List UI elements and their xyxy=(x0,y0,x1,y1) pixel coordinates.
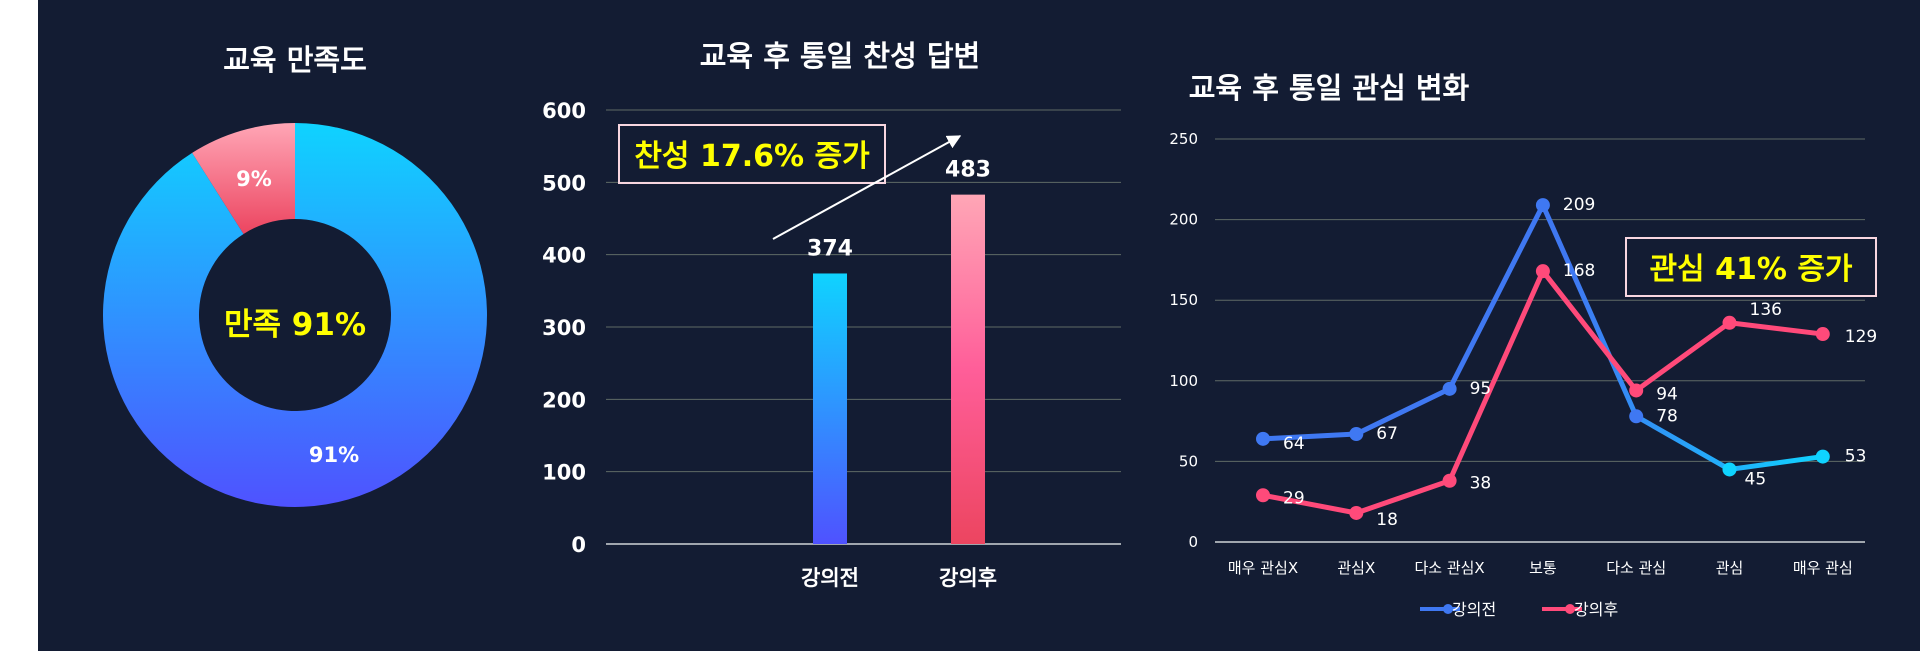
donut-chart: 교육 만족도 만족 91% 91% 9% xyxy=(102,43,487,507)
donut-slice-label-large: 91% xyxy=(309,443,359,467)
line-value-label: 209 xyxy=(1563,195,1595,215)
bar-marks xyxy=(813,194,985,544)
line-point xyxy=(1442,473,1457,488)
line-category-label: 관심X xyxy=(1337,559,1375,577)
line-category-label: 보통 xyxy=(1529,559,1557,577)
bar-annotation-text: 찬성 17.6% 증가 xyxy=(634,139,870,174)
line-category-label: 매우 관심 xyxy=(1793,559,1853,577)
line-category-label: 관심 xyxy=(1716,559,1744,577)
bar-y-tick-label: 100 xyxy=(542,461,586,485)
line-category-label: 다소 관심X xyxy=(1414,559,1484,577)
line-point xyxy=(1722,315,1737,330)
line-value-label: 67 xyxy=(1376,424,1398,444)
bar-y-tick-label: 600 xyxy=(542,99,586,123)
line-category-labels: 매우 관심X 관심X 다소 관심X 보통 다소 관심 관심 매우 관심 xyxy=(1228,559,1853,577)
line-annotation-text: 관심 41% 증가 xyxy=(1649,252,1852,287)
line-point xyxy=(1535,198,1550,213)
line-y-tick-labels: 0 50 100 150 200 250 xyxy=(1169,130,1198,551)
line-point xyxy=(1535,264,1550,279)
line-value-label: 45 xyxy=(1745,469,1767,489)
bar-value-label: 483 xyxy=(945,158,991,183)
line-chart-title: 교육 후 통일 관심 변화 xyxy=(1189,71,1470,105)
line-point xyxy=(1815,327,1830,342)
line-y-tick-label: 250 xyxy=(1169,130,1198,148)
donut-chart-title: 교육 만족도 xyxy=(223,43,367,77)
line-point xyxy=(1442,381,1457,396)
line-point xyxy=(1349,426,1364,441)
donut-slice-label-small: 9% xyxy=(236,167,272,191)
line-value-labels: 64 67 95 209 78 45 53 29 18 38 168 94 136 129 xyxy=(1283,195,1877,530)
line-chart: 교육 후 통일 관심 변화 0 50 100 150 200 250 매우 관심X 관심X 다… xyxy=(1169,71,1877,619)
bar-y-tick-label: 300 xyxy=(542,316,586,340)
line-legend: 강의전 강의후 xyxy=(1420,600,1618,619)
line-series-path xyxy=(1262,268,1824,516)
line-value-label: 95 xyxy=(1470,379,1492,399)
line-value-label: 129 xyxy=(1845,327,1877,347)
line-y-tick-label: 100 xyxy=(1169,372,1198,390)
bar-category-labels: 강의전 강의후 xyxy=(801,566,997,590)
line-value-label: 94 xyxy=(1656,384,1678,404)
line-value-label: 38 xyxy=(1470,474,1492,494)
legend-swatch-marker xyxy=(1443,604,1453,614)
donut-slice xyxy=(192,123,295,234)
line-point xyxy=(1256,488,1270,503)
line-y-tick-label: 50 xyxy=(1179,452,1198,470)
line-y-tick-label: 150 xyxy=(1169,291,1198,309)
legend-label: 강의후 xyxy=(1574,600,1618,619)
line-point xyxy=(1722,462,1737,477)
bar-annotation-arrow xyxy=(772,135,962,240)
bar-gridlines xyxy=(606,109,1121,545)
legend-swatch-marker xyxy=(1565,604,1575,614)
bar-y-tick-labels: 0 100 200 300 400 500 600 xyxy=(542,99,586,557)
line-value-label: 29 xyxy=(1283,488,1305,508)
bar-annotation-box xyxy=(618,124,886,184)
line-point xyxy=(1629,409,1644,424)
bar-y-tick-label: 0 xyxy=(571,533,586,557)
line-series-path xyxy=(1262,202,1824,472)
line-value-label: 136 xyxy=(1750,300,1782,320)
donut-slice xyxy=(102,123,487,507)
line-value-label: 18 xyxy=(1376,510,1398,530)
line-point xyxy=(1815,449,1830,464)
bar-y-tick-label: 400 xyxy=(542,244,586,268)
line-y-tick-label: 0 xyxy=(1188,533,1198,551)
bar-chart-title: 교육 후 통일 찬성 답변 xyxy=(700,39,981,73)
line-y-tick-label: 200 xyxy=(1169,211,1198,229)
line-point xyxy=(1349,505,1364,520)
line-value-label: 64 xyxy=(1283,434,1305,454)
line-category-label: 매우 관심X xyxy=(1228,559,1298,577)
donut-center-label: 만족 91% xyxy=(224,307,366,343)
line-annotation-box xyxy=(1625,237,1877,297)
bar-y-tick-label: 500 xyxy=(542,171,586,195)
line-value-label: 53 xyxy=(1845,447,1867,467)
line-value-label: 168 xyxy=(1563,261,1595,281)
bar xyxy=(951,194,985,544)
line-point xyxy=(1629,383,1644,398)
line-series xyxy=(1256,198,1830,520)
line-gridlines xyxy=(1215,138,1865,543)
bar-category-label: 강의후 xyxy=(939,566,997,590)
bar-y-tick-label: 200 xyxy=(542,388,586,412)
donut-slices xyxy=(102,123,487,507)
line-category-label: 다소 관심 xyxy=(1606,559,1666,577)
bar-value-label: 374 xyxy=(807,236,853,261)
line-point xyxy=(1256,431,1270,446)
bar-category-label: 강의전 xyxy=(801,566,859,590)
bar-value-labels: 374 483 xyxy=(807,158,991,262)
bar-chart: 교육 후 통일 찬성 답변 0 100 200 300 400 500 600 강의전 강의후… xyxy=(542,39,1121,590)
legend-label: 강의전 xyxy=(1452,600,1496,619)
line-value-label: 78 xyxy=(1656,406,1678,426)
bar xyxy=(813,273,847,544)
